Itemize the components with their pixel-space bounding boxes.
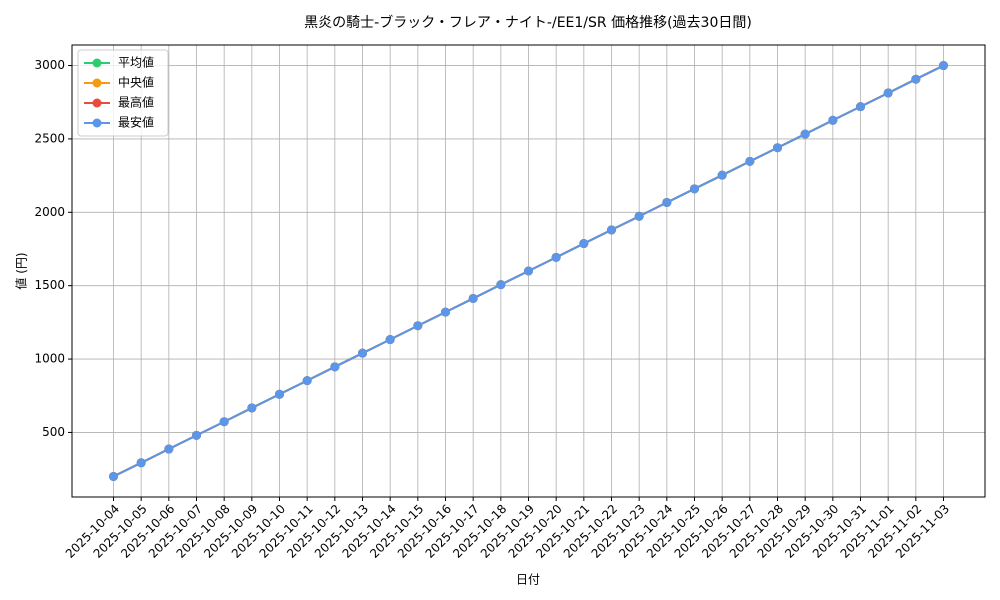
y-tick-label: 500 <box>42 425 65 439</box>
data-point <box>496 280 506 290</box>
data-point <box>441 307 450 317</box>
data-point <box>358 348 367 358</box>
data-point <box>773 143 782 153</box>
data-point <box>330 362 340 372</box>
data-point <box>745 156 755 166</box>
data-point <box>219 417 229 427</box>
data-point <box>192 430 201 440</box>
y-axis-label: 値 (円) <box>14 252 29 289</box>
data-point <box>164 444 174 454</box>
data-point <box>275 389 284 399</box>
data-point <box>468 293 478 303</box>
data-point <box>607 225 616 235</box>
data-point <box>579 239 589 249</box>
legend-box <box>77 49 169 137</box>
data-point <box>911 74 921 84</box>
y-tick-label: 2000 <box>34 205 65 219</box>
data-point <box>524 266 533 276</box>
y-tick-label: 3000 <box>34 58 65 72</box>
data-point <box>856 102 865 112</box>
legend-marker <box>92 118 102 128</box>
data-point <box>634 211 644 221</box>
legend-marker <box>92 78 102 88</box>
x-axis-label: 日付 <box>516 573 540 587</box>
legend-label: 最安値 <box>118 115 154 130</box>
data-point <box>247 403 257 413</box>
y-tick-label: 2500 <box>34 131 65 145</box>
y-tick-label: 1000 <box>34 352 65 366</box>
legend-marker <box>92 58 102 68</box>
data-point <box>136 458 146 468</box>
plot-frame <box>71 44 986 498</box>
data-point <box>662 197 672 207</box>
data-point <box>939 61 948 71</box>
legend-label: 中央値 <box>118 75 154 90</box>
data-point <box>551 252 561 262</box>
data-point <box>717 170 727 180</box>
data-point <box>828 115 838 125</box>
data-point <box>413 321 423 331</box>
data-point <box>109 471 118 481</box>
data-point <box>800 129 810 139</box>
data-point <box>302 376 312 386</box>
y-tick-label: 1500 <box>34 278 65 292</box>
legend-label: 最高値 <box>118 95 154 110</box>
data-point <box>385 335 395 345</box>
data-point <box>690 184 699 194</box>
legend-label: 平均値 <box>118 55 154 70</box>
chart-title: 黒炎の騎士-ブラック・フレア・ナイト-/EE1/SR 価格推移(過去30日間) <box>304 14 752 31</box>
legend-marker <box>92 98 102 108</box>
data-point <box>883 88 893 98</box>
